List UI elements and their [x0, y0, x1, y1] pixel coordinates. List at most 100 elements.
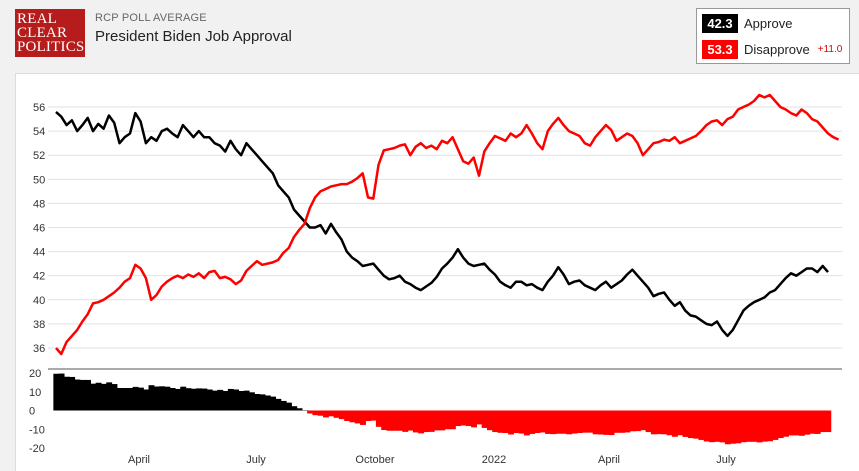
spread-bar — [576, 410, 583, 433]
rcp-logo[interactable]: REAL CLEAR POLITICS — [15, 9, 85, 57]
spread-bar — [58, 373, 65, 411]
poll-average-kicker: RCP POLL AVERAGE — [95, 12, 207, 24]
spread-bar — [798, 410, 805, 436]
spread-bar — [434, 410, 440, 431]
spread-bar — [608, 410, 615, 436]
y-tick-label: 36 — [33, 343, 45, 355]
spread-bar — [793, 410, 800, 436]
spread-bar — [174, 388, 181, 411]
spread-bar — [682, 410, 689, 437]
logo-line-2: CLEAR — [17, 25, 68, 41]
spread-bar — [127, 388, 134, 411]
y-axis-ticks: 36 38 40 42 44 46 48 50 52 54 56 — [33, 102, 45, 355]
spread-bar — [375, 410, 382, 427]
y-tick-label: 56 — [33, 102, 45, 114]
spread-bar — [714, 410, 721, 442]
spread-bar — [360, 410, 366, 425]
x-tick-label: July — [716, 454, 736, 466]
spread-bar — [338, 410, 345, 420]
y-tick-label: 44 — [33, 247, 45, 259]
spread-tick-label: 0 — [29, 406, 35, 418]
spread-bar — [518, 410, 525, 434]
spread-bar — [344, 410, 351, 421]
spread-bar — [63, 376, 70, 411]
spread-bar — [545, 410, 551, 434]
spread-bar — [455, 410, 462, 427]
spread-bar — [291, 406, 298, 411]
x-tick-label: 2022 — [482, 454, 506, 466]
spread-bar — [407, 410, 414, 431]
spread-bar — [661, 410, 668, 435]
spread-bar — [286, 402, 292, 411]
spread-tick-label: -20 — [29, 443, 45, 455]
spread-bar — [190, 388, 197, 411]
spread-bar — [486, 410, 493, 431]
spread-bar — [423, 410, 430, 433]
spread-bar — [217, 389, 224, 411]
logo-line-1: REAL — [17, 11, 57, 27]
spread-bar — [317, 410, 324, 416]
spread-bar — [613, 410, 620, 433]
spread-bar — [280, 400, 287, 411]
spread-bar — [460, 410, 467, 426]
spread-bar — [640, 410, 647, 431]
y-tick-label: 40 — [33, 295, 45, 307]
spread-bar — [275, 398, 282, 411]
spread-bar — [693, 410, 700, 439]
disapprove-value: 53.3 — [702, 39, 738, 59]
spread-bar — [164, 386, 171, 411]
y-tick-label: 48 — [33, 198, 45, 210]
spread-bar — [312, 410, 319, 416]
spread-bar — [79, 379, 86, 411]
spread-bar — [476, 410, 483, 425]
spread-bar — [513, 410, 520, 433]
spread-bar — [777, 410, 784, 439]
spread-bar — [153, 386, 160, 411]
spread-bar — [724, 410, 731, 445]
spread-bar — [264, 395, 271, 411]
spread-bar — [222, 391, 229, 411]
spread-bar — [550, 410, 557, 435]
spread-bar — [539, 410, 546, 433]
spread-bar — [227, 388, 234, 411]
y-tick-label: 46 — [33, 223, 45, 235]
spread-bar — [185, 388, 192, 411]
spread-bar — [386, 410, 393, 431]
x-tick-label: July — [246, 454, 266, 466]
spread-bar — [666, 410, 673, 436]
spread-bar — [772, 410, 779, 440]
disapprove-label: Disapprove — [744, 41, 810, 57]
spread-bar — [735, 410, 742, 444]
spread-bar — [391, 410, 398, 431]
spread-bar — [444, 410, 451, 430]
spread-y-ticks: 20 10 0 -10 -20 — [29, 368, 45, 455]
x-tick-label: April — [128, 454, 150, 466]
spread-bar — [211, 390, 218, 411]
y-tick-label: 52 — [33, 150, 45, 162]
spread-bar — [418, 410, 425, 434]
spread-bar — [180, 386, 187, 411]
spread-bar — [492, 410, 499, 433]
spread-bar — [381, 410, 388, 430]
spread-bar — [100, 383, 107, 411]
spread-bar — [751, 410, 758, 442]
spread-bar — [328, 410, 335, 417]
spread-bar — [370, 410, 377, 421]
spread-bar — [592, 410, 599, 435]
spread-bar — [703, 410, 710, 442]
spread-bar — [508, 410, 514, 435]
spread-bar — [206, 389, 213, 411]
spread-bar — [69, 376, 76, 411]
spread-bar — [122, 388, 128, 411]
spread-bar — [296, 408, 303, 411]
spread-bar — [481, 410, 488, 428]
spread-bar — [635, 410, 641, 432]
spread-tick-label: 10 — [29, 387, 41, 399]
spread-bar — [428, 410, 435, 432]
x-tick-label: October — [355, 454, 394, 466]
spread-bar — [465, 410, 472, 427]
spread-bar — [349, 410, 356, 423]
spread-bar — [560, 410, 567, 434]
spread-bar — [412, 410, 419, 433]
